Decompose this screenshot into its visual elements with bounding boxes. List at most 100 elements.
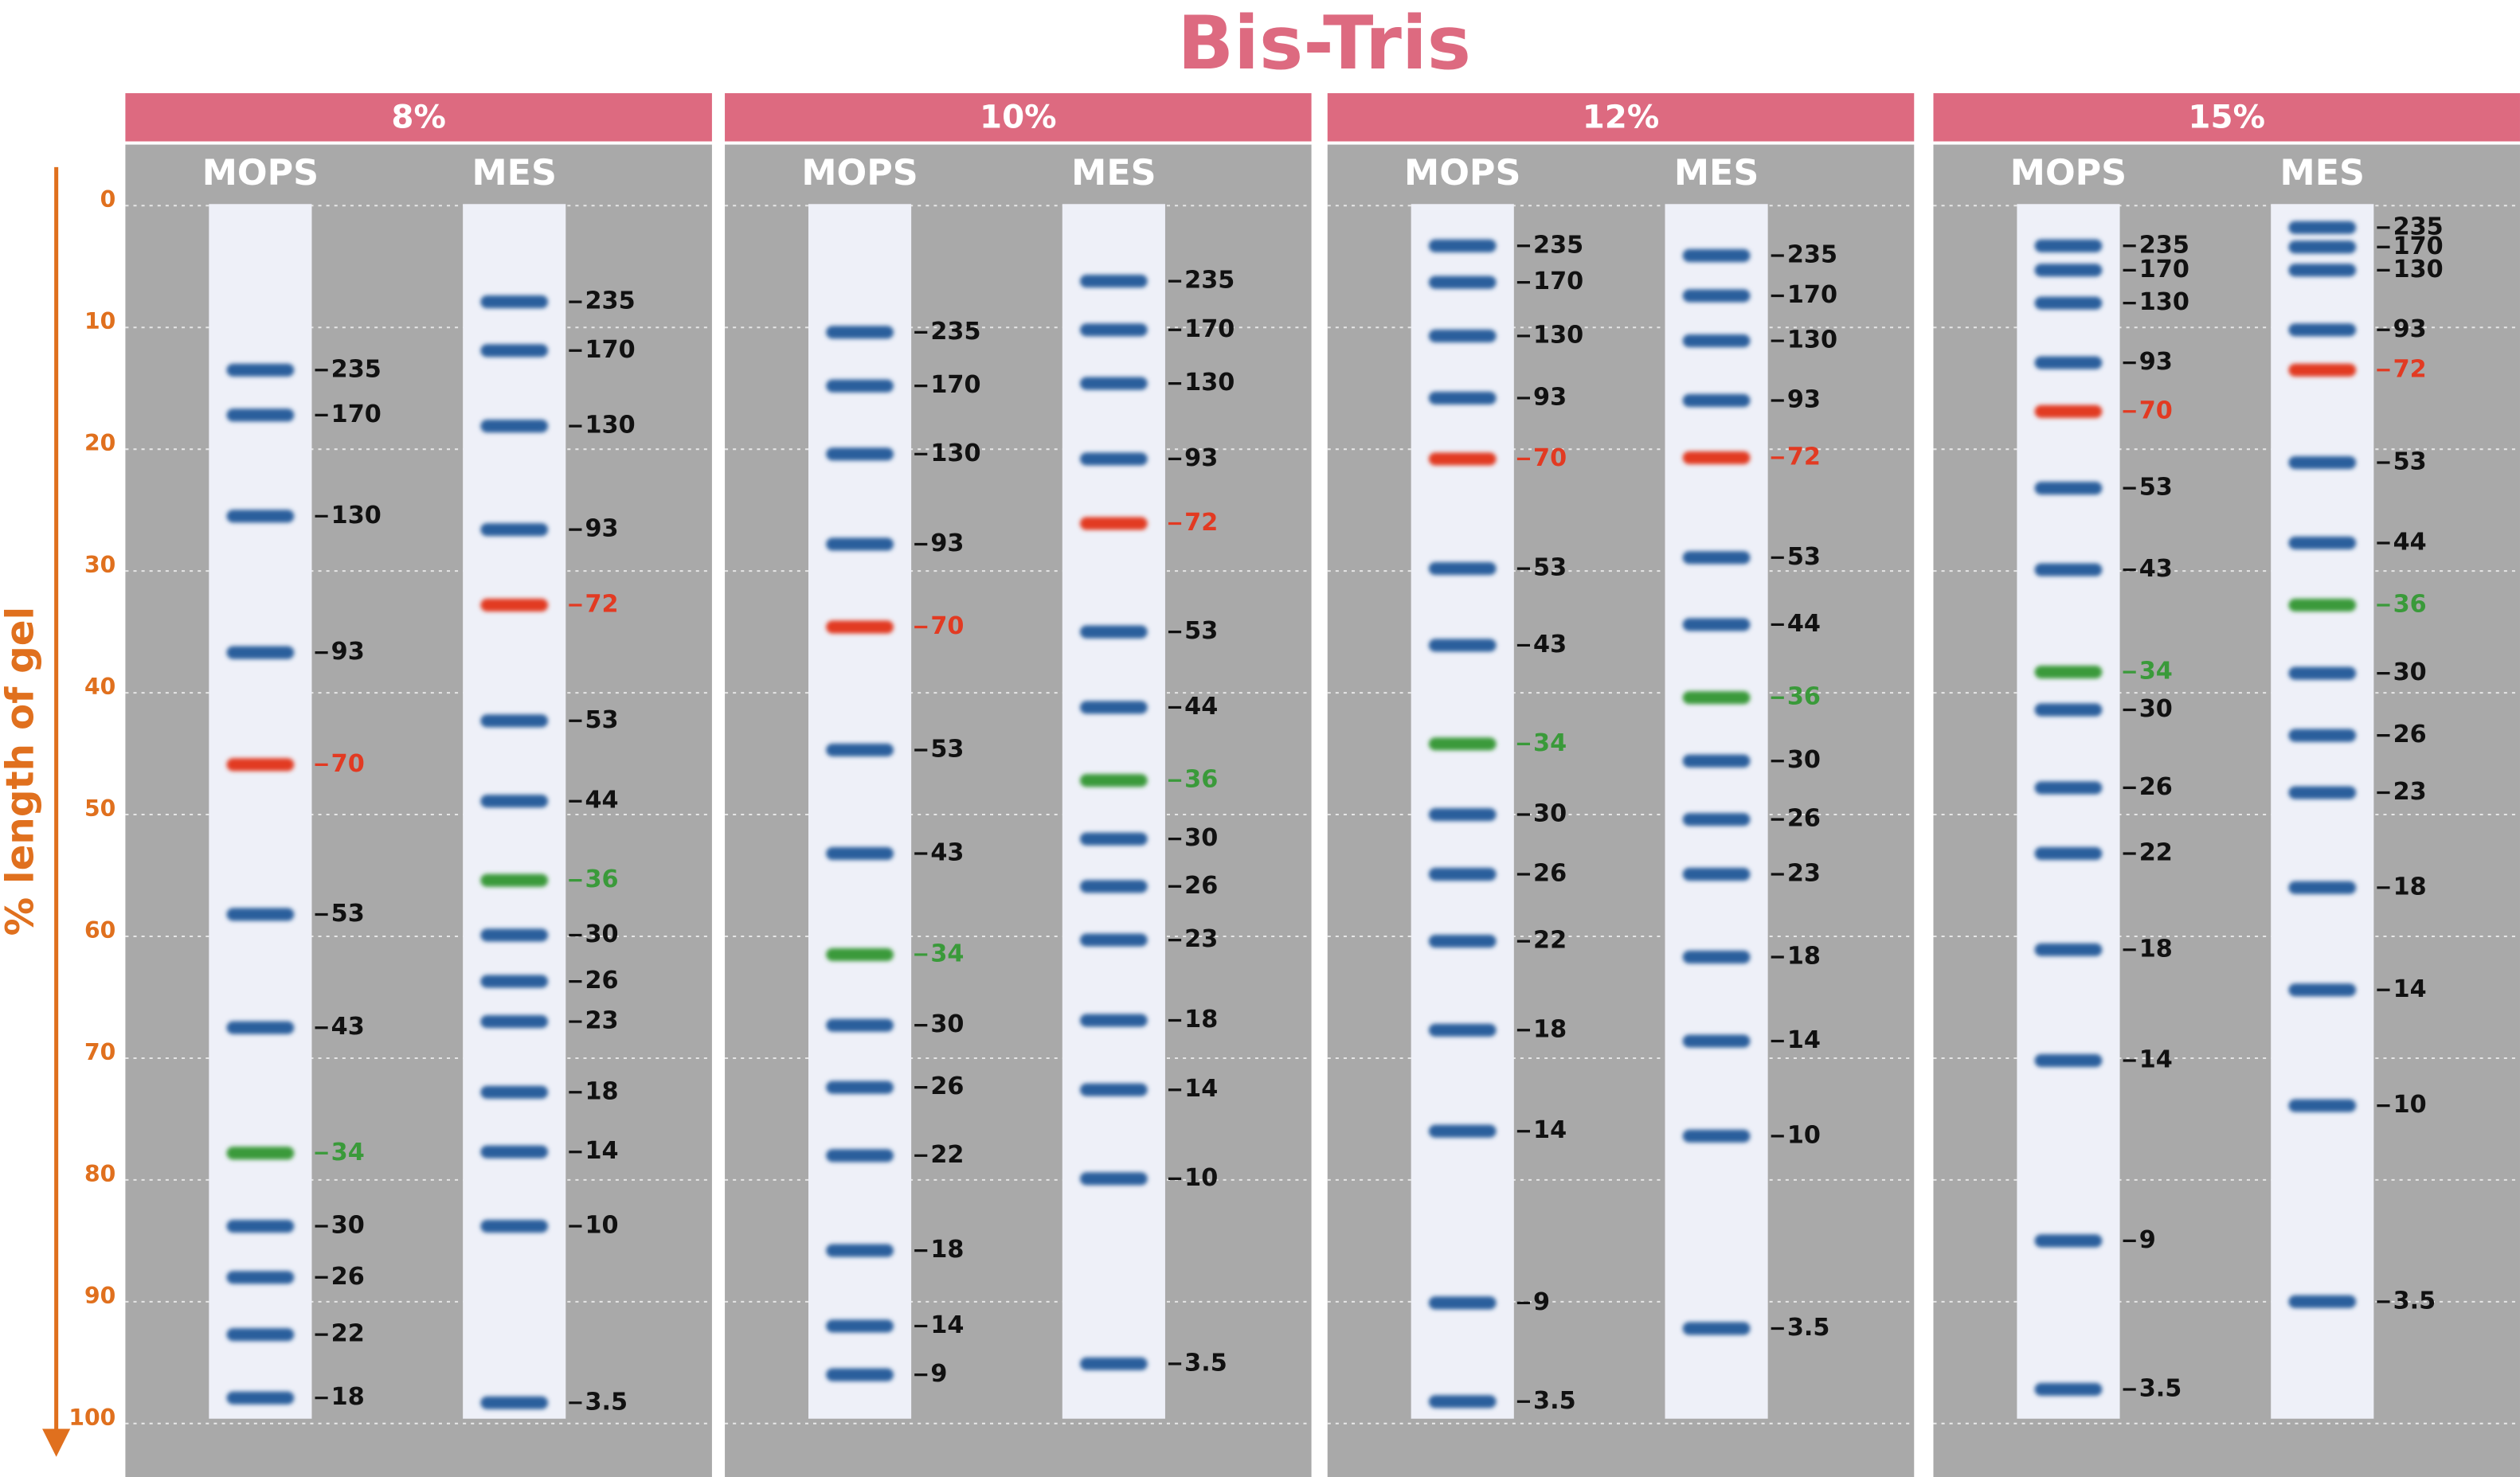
band xyxy=(226,1021,295,1034)
band xyxy=(480,873,549,887)
band-label: 72 xyxy=(1787,443,1821,471)
band-label: 36 xyxy=(585,865,619,893)
band xyxy=(2288,729,2357,742)
band-label: 72 xyxy=(1184,509,1218,537)
band-label: 36 xyxy=(1184,766,1218,794)
panel-header xyxy=(725,93,1312,142)
band-label: 30 xyxy=(585,920,619,948)
band-label: 36 xyxy=(2393,590,2427,618)
band-label: 30 xyxy=(2139,695,2173,723)
band-label: 22 xyxy=(331,1320,365,1348)
band xyxy=(2288,881,2357,894)
panel-title: 8% xyxy=(391,98,446,135)
band-label: 70 xyxy=(1533,444,1567,472)
band-label: 93 xyxy=(1787,386,1821,414)
band xyxy=(2288,363,2357,377)
band-label: 3.5 xyxy=(585,1388,628,1416)
band xyxy=(1080,1014,1148,1027)
band-label: 18 xyxy=(2139,935,2173,963)
band-label: 93 xyxy=(585,515,619,543)
band-label: 9 xyxy=(1533,1288,1550,1316)
y-tick-label: 30 xyxy=(84,552,115,578)
band-label: 53 xyxy=(331,900,365,928)
band xyxy=(2288,455,2357,470)
band xyxy=(480,975,549,988)
band-label: 235 xyxy=(1787,240,1837,268)
band-label: 10 xyxy=(1787,1121,1821,1149)
band xyxy=(480,795,549,808)
band-label: 18 xyxy=(1533,1015,1567,1043)
y-tick-label: 10 xyxy=(84,308,115,334)
lane-title: MES xyxy=(1071,153,1156,193)
band xyxy=(2288,786,2357,799)
panel-header xyxy=(1933,93,2520,142)
band-label: 18 xyxy=(585,1077,619,1105)
panel-title: 12% xyxy=(1583,98,1660,135)
band xyxy=(1428,807,1497,822)
y-axis-label: % length of gel xyxy=(0,607,42,936)
band-label: 9 xyxy=(930,1360,947,1388)
band xyxy=(1682,754,1751,768)
lane-title: MOPS xyxy=(202,153,319,193)
band xyxy=(480,1085,549,1099)
band xyxy=(1682,248,1751,263)
band-label: 3.5 xyxy=(1184,1349,1227,1377)
band xyxy=(826,326,894,339)
band xyxy=(2034,482,2103,495)
band xyxy=(2034,563,2103,576)
band xyxy=(480,344,549,358)
band xyxy=(1080,774,1148,787)
band xyxy=(1682,451,1751,464)
lane-title: MOPS xyxy=(1404,153,1520,193)
band xyxy=(826,1319,894,1333)
band xyxy=(1682,1034,1751,1048)
band xyxy=(1428,239,1497,252)
band-label: 30 xyxy=(1787,746,1821,774)
band-label: 26 xyxy=(2393,721,2427,748)
band-label: 30 xyxy=(1184,824,1218,852)
band-label: 26 xyxy=(1533,859,1567,887)
band-label: 14 xyxy=(2393,975,2427,1003)
band-label: 53 xyxy=(1787,543,1821,571)
band-label: 93 xyxy=(2139,348,2173,376)
band xyxy=(1682,334,1751,348)
band xyxy=(1428,867,1497,881)
band xyxy=(1428,1296,1497,1310)
band-label: 43 xyxy=(331,1013,365,1041)
band xyxy=(1080,323,1148,337)
band xyxy=(1080,1083,1148,1096)
band xyxy=(826,379,894,393)
band xyxy=(826,1018,894,1032)
band xyxy=(1428,1023,1497,1037)
y-tick-label: 100 xyxy=(68,1405,115,1431)
band xyxy=(1682,950,1751,964)
band-label: 93 xyxy=(2393,315,2427,343)
band-label: 53 xyxy=(1533,554,1567,582)
band-label: 170 xyxy=(2393,232,2444,260)
band-label: 44 xyxy=(1184,693,1218,721)
band-label: 14 xyxy=(2139,1046,2173,1074)
band-label: 30 xyxy=(1533,800,1567,828)
band xyxy=(226,363,295,377)
panel-title: 10% xyxy=(980,98,1057,135)
band-label: 130 xyxy=(930,440,980,467)
band xyxy=(1080,517,1148,530)
band-label: 18 xyxy=(930,1236,964,1264)
lane xyxy=(1665,204,1768,1419)
band-label: 9 xyxy=(2139,1226,2156,1254)
lane-title: MES xyxy=(472,153,557,193)
band-label: 22 xyxy=(1533,927,1567,955)
y-tick-label: 70 xyxy=(84,1039,115,1065)
band-label: 34 xyxy=(930,940,964,967)
band-label: 3.5 xyxy=(1533,1387,1576,1415)
band xyxy=(1428,275,1497,289)
band xyxy=(1080,933,1148,947)
band xyxy=(480,1014,549,1029)
band-label: 235 xyxy=(1184,267,1235,295)
band xyxy=(2034,781,2103,795)
band-label: 43 xyxy=(930,838,964,866)
band-label: 23 xyxy=(585,1007,619,1035)
band-label: 26 xyxy=(1787,805,1821,833)
lane-title: MES xyxy=(1674,153,1759,193)
